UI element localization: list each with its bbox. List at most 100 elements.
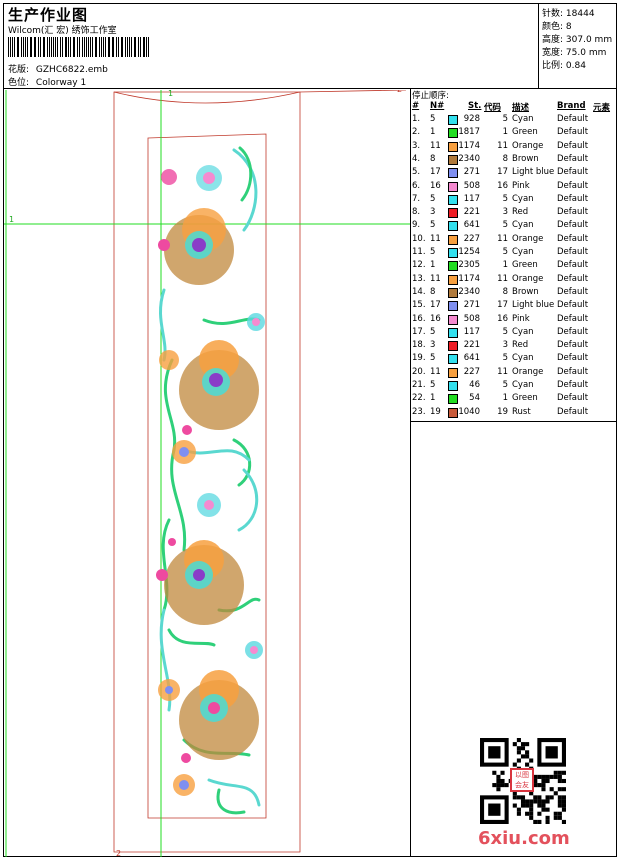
table-row: 13. 11 1174 11 Orange Default (412, 274, 617, 287)
qr-module (533, 783, 538, 788)
qr-module (512, 803, 517, 808)
qr-module (533, 778, 538, 784)
color-swatch (448, 128, 458, 139)
row-needle: 19 (430, 406, 441, 417)
row-index: 13. (412, 273, 426, 284)
row-index: 17. (412, 326, 426, 337)
row-index: 20. (412, 366, 426, 377)
row-brand: Default (557, 260, 589, 271)
hoop-top-curve (113, 91, 301, 104)
row-code: 8 (502, 286, 508, 297)
row-needle: 11 (430, 233, 441, 244)
header-divider (3, 88, 617, 89)
row-stitches: 928 (463, 114, 480, 124)
qr-module (516, 811, 521, 816)
row-code: 5 (502, 220, 508, 231)
row-stitches: 46 (469, 380, 480, 390)
col-header-element: 元素 (593, 103, 611, 113)
row-index: 5. (412, 167, 421, 178)
row-code: 16 (497, 180, 508, 191)
row-description: Green (512, 260, 538, 271)
qr-module (541, 799, 546, 804)
table-row: 9. 5 641 5 Cyan Default (412, 220, 617, 233)
table-row: 20. 11 227 11 Orange Default (412, 367, 617, 380)
design-file-line: 花版: GZHC6822.emb (8, 62, 108, 75)
table-row: 16. 16 508 16 Pink Default (412, 314, 617, 327)
qr-module (516, 807, 521, 812)
row-stitches: 117 (463, 326, 480, 337)
qr-module (492, 783, 497, 788)
row-needle: 5 (430, 247, 436, 257)
qr-module (561, 807, 566, 812)
row-stitches: 1817 (458, 127, 480, 138)
barcode-bar (96, 37, 98, 57)
embroidery-design-preview: 1 1 2 2 (4, 90, 410, 857)
row-description: Cyan (512, 247, 534, 257)
qr-module (545, 819, 550, 824)
row-needle: 3 (430, 340, 436, 351)
row-code: 8 (502, 153, 508, 164)
qr-module (561, 778, 566, 784)
qr-module (529, 807, 534, 812)
barcode-bar (81, 37, 83, 57)
stat-scale-value: 0.84 (565, 61, 586, 71)
row-description: Pink (512, 313, 530, 324)
color-swatch (448, 367, 458, 378)
barcode-bar (103, 37, 105, 57)
row-stitches: 2340 (458, 286, 480, 297)
color-swatch (448, 115, 458, 125)
row-description: Cyan (512, 380, 534, 390)
qr-module (520, 754, 526, 759)
stat-width: 宽度: 75.0 mm (542, 45, 606, 58)
qr-module (549, 774, 554, 779)
design-file-value: GZHC6822.emb (35, 65, 108, 75)
barcode-bar (118, 37, 119, 57)
row-brand: Default (557, 127, 589, 138)
col-header-stitches: St. (468, 101, 482, 111)
row-brand: Default (557, 286, 589, 297)
qr-module (500, 778, 505, 784)
barcode-bar (60, 37, 62, 57)
flower-motif-3 (247, 313, 265, 331)
colorway-value: Colorway 1 (35, 78, 87, 88)
row-index: 10. (412, 233, 426, 244)
row-code: 16 (497, 313, 508, 324)
row-needle: 3 (430, 207, 436, 218)
row-brand: Default (557, 380, 589, 390)
color-swatch (448, 248, 458, 258)
table-row: 7. 5 117 5 Cyan Default (412, 194, 617, 207)
qr-module (557, 803, 562, 808)
design-boundary (147, 133, 267, 819)
barcode-bar (129, 37, 131, 57)
row-brand: Default (557, 340, 589, 351)
qr-module (549, 795, 554, 800)
row-description: Light blue (512, 300, 555, 311)
row-stitches: 2305 (458, 260, 480, 271)
stat-colors-value: 8 (565, 22, 572, 32)
row-brand: Default (557, 273, 589, 284)
row-index: 15. (412, 300, 426, 311)
stop-sequence-title: 停止顺序: (412, 91, 449, 101)
row-description: Orange (512, 273, 544, 284)
stat-height-label: 高度: (542, 35, 564, 45)
barcode-icon (8, 37, 151, 57)
qr-module (561, 803, 566, 808)
table-bottom-divider (410, 421, 617, 422)
marker-2-bottom: 2 (116, 849, 121, 857)
qr-module (525, 803, 530, 808)
qr-module (537, 811, 542, 816)
qr-module (545, 799, 550, 804)
row-brand: Default (557, 193, 589, 204)
qr-module (553, 815, 558, 820)
site-watermark: 6xiu.com (478, 828, 570, 849)
qr-module (529, 803, 534, 808)
row-index: 22. (412, 393, 426, 404)
qr-module (557, 799, 562, 804)
row-stitches: 1174 (458, 140, 480, 151)
color-swatch (448, 141, 458, 152)
barcode-bar (115, 37, 118, 57)
qr-module (541, 787, 546, 792)
qr-module (520, 799, 526, 804)
row-needle: 5 (430, 380, 436, 390)
table-row: 8. 3 221 3 Red Default (412, 207, 617, 220)
